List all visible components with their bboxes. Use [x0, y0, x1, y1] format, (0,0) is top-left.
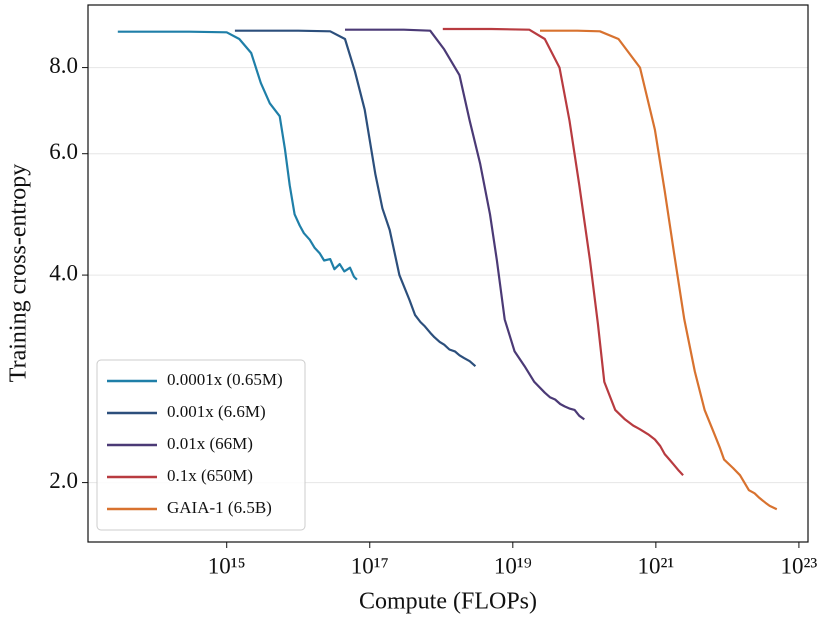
x-tick-label: 10²¹: [637, 553, 674, 578]
line-series: [345, 28, 585, 421]
x-tick-label: 10¹⁷: [351, 553, 389, 578]
legend-label: 0.001x (6.6M): [167, 402, 266, 421]
legend-box: [96, 359, 306, 531]
legend: 0.0001x (0.65M) 0.001x (6.6M) 0.01x (66M) 0…: [96, 359, 306, 531]
y-tick-label: 4.0: [49, 260, 78, 285]
x-tick-label: 10¹⁹: [494, 553, 532, 578]
line-series: [442, 27, 684, 476]
x-tick-label: 10¹⁵: [208, 553, 246, 578]
line-series: [234, 29, 477, 368]
legend-label: 0.01x (66M): [167, 434, 253, 453]
y-tick-label: 2.0: [49, 468, 78, 493]
plot-frame: [87, 4, 809, 543]
x-tick-label: 10²³: [781, 553, 818, 578]
line-series: [117, 30, 358, 281]
x-axis-label: Compute (FLOPs): [359, 589, 537, 615]
legend-label: 0.1x (650M): [167, 466, 253, 485]
y-tick-label: 6.0: [49, 139, 78, 164]
line-series: [540, 29, 778, 511]
legend-label: 0.0001x (0.65M): [167, 370, 283, 389]
y-axis-label: Training cross-entropy: [6, 164, 32, 382]
y-tick-label: 8.0: [49, 53, 78, 78]
legend-label: GAIA-1 (6.5B): [167, 498, 272, 517]
